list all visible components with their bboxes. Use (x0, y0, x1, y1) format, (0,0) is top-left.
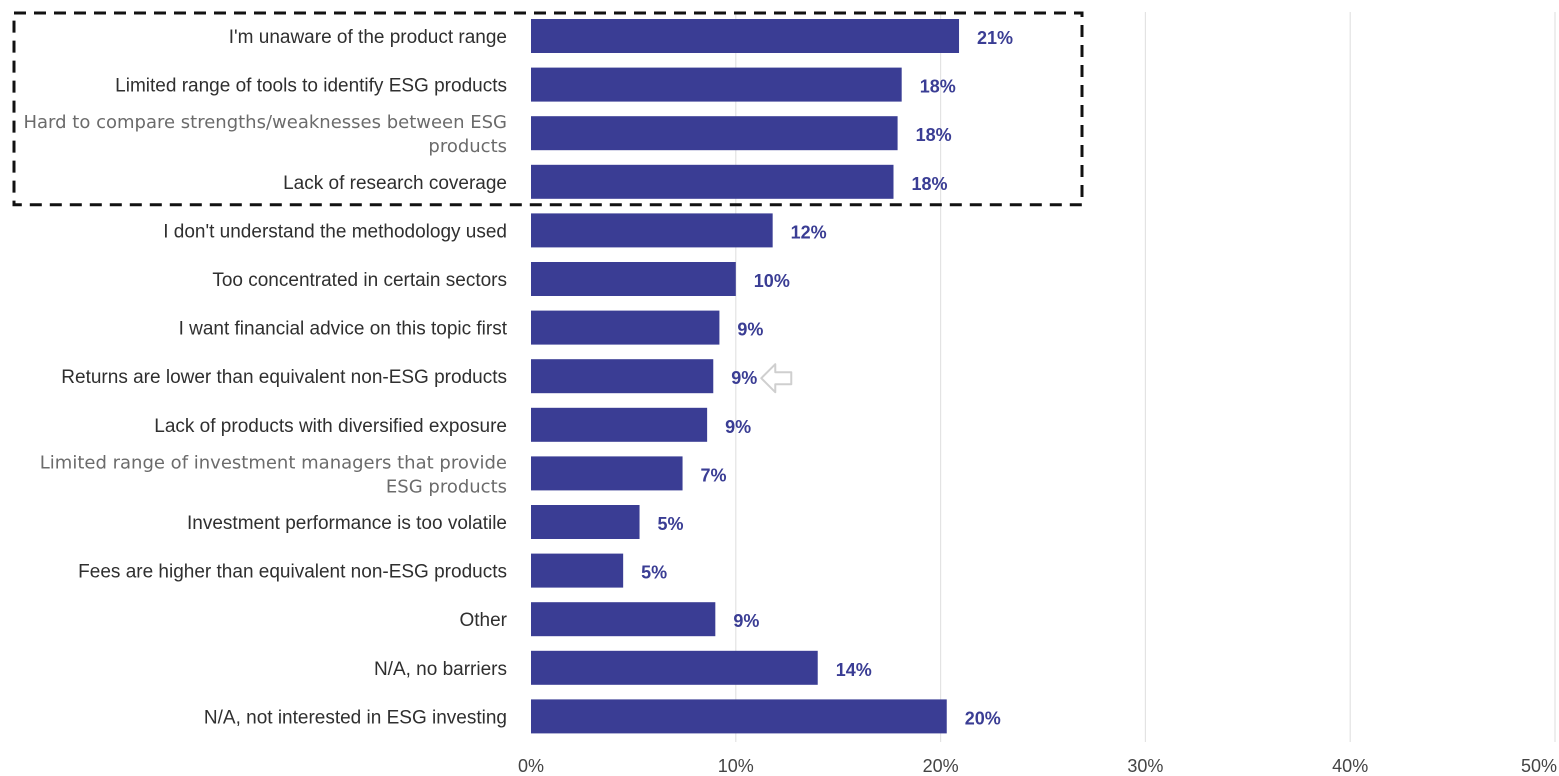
data-label-i-m-unaware-of-the-product-range: 21% (977, 28, 1013, 48)
bar-limited-range-of-tools-to-identify-esg-products (531, 67, 902, 102)
bar-i-m-unaware-of-the-product-range (531, 19, 960, 53)
bar-hard-to-compare-strengths-weaknesses-between-esg-products (531, 116, 898, 151)
bar-n-a-no-barriers (531, 650, 818, 685)
x-tick-label-20: 20% (923, 756, 959, 776)
data-label-n-a-no-barriers: 14% (836, 660, 872, 680)
bar-returns-are-lower-than-equivalent-non-esg-products (531, 359, 714, 394)
data-label-i-want-financial-advice-on-this-topic-first: 9% (737, 320, 763, 340)
data-label-fees-are-higher-than-equivalent-non-esg-products: 5% (641, 563, 667, 583)
category-label-n-a-no-barriers: N/A, no barriers (374, 659, 507, 680)
bar-investment-performance-is-too-volatile (531, 505, 640, 539)
bar-i-want-financial-advice-on-this-topic-first (531, 310, 720, 345)
data-label-investment-performance-is-too-volatile: 5% (658, 514, 684, 534)
category-label-hard-to-compare-strengths-weaknesses-between-esg-products: Hard to compare strengths/weaknesses bet… (23, 112, 507, 157)
category-label-limited-range-of-tools-to-identify-esg-products: Limited range of tools to identify ESG p… (115, 76, 507, 97)
category-label-layer: I'm unaware of the product range Limited … (23, 27, 507, 728)
bar-n-a-not-interested-in-esg-investing (531, 699, 947, 734)
category-label-i-want-financial-advice-on-this-topic-first: I want financial advice on this topic fi… (179, 319, 508, 340)
data-label-lack-of-research-coverage: 18% (911, 174, 947, 194)
bar-fees-are-higher-than-equivalent-non-esg-products (531, 553, 624, 588)
x-tick-label-30: 30% (1127, 756, 1163, 776)
bar-too-concentrated-in-certain-sectors (531, 262, 736, 296)
highlight-box (12, 11, 1084, 207)
data-label-n-a-not-interested-in-esg-investing: 20% (965, 708, 1001, 728)
data-label-layer: 21% 18% 18% 18% 12% 10% 9% 9% 9% 7% 5% 5% 9% 14% 20% (641, 28, 1013, 728)
category-label-too-concentrated-in-certain-sectors: Too concentrated in certain sectors (212, 270, 507, 291)
data-label-other: 9% (733, 611, 759, 631)
x-tick-label-50: 50% (1521, 756, 1557, 776)
data-label-hard-to-compare-strengths-weaknesses-between-esg-products: 18% (916, 125, 952, 145)
data-label-too-concentrated-in-certain-sectors: 10% (754, 271, 790, 291)
bar-other (531, 602, 716, 637)
arrow-left-icon (760, 363, 793, 394)
category-label-other: Other (459, 610, 507, 631)
bar-limited-range-of-investment-managers-that-provide-esg-products (531, 456, 683, 491)
category-label-i-don-t-understand-the-methodology-used: I don't understand the methodology used (163, 221, 507, 242)
grid-layer (735, 12, 1556, 742)
category-label-limited-range-of-investment-managers-that-provide-esg-products: Limited range of investment managers tha… (40, 452, 507, 497)
bar-lack-of-research-coverage (531, 164, 894, 199)
bar-i-don-t-understand-the-methodology-used (531, 213, 773, 248)
category-label-investment-performance-is-too-volatile: Investment performance is too volatile (187, 513, 507, 534)
category-label-lack-of-research-coverage: Lack of research coverage (283, 173, 507, 194)
data-label-i-don-t-understand-the-methodology-used: 12% (791, 222, 827, 242)
x-axis-tick-layer: 0% 10% 20% 30% 40% 50% (518, 756, 1557, 776)
category-label-returns-are-lower-than-equivalent-non-esg-products: Returns are lower than equivalent non-ES… (61, 367, 507, 388)
x-tick-label-0: 0% (518, 756, 544, 776)
overlay-layer (12, 11, 1084, 394)
category-label-fees-are-higher-than-equivalent-non-esg-products: Fees are higher than equivalent non-ESG … (78, 562, 507, 583)
x-tick-label-40: 40% (1332, 756, 1368, 776)
data-label-limited-range-of-investment-managers-that-provide-esg-products: 7% (701, 465, 727, 485)
data-label-lack-of-products-with-diversified-exposure: 9% (725, 417, 751, 437)
bar-layer (531, 19, 960, 734)
x-tick-label-10: 10% (718, 756, 754, 776)
category-label-n-a-not-interested-in-esg-investing: N/A, not interested in ESG investing (204, 707, 507, 728)
data-label-limited-range-of-tools-to-identify-esg-products: 18% (920, 77, 956, 97)
category-label-lack-of-products-with-diversified-exposure: Lack of products with diversified exposu… (154, 416, 507, 437)
category-label-i-m-unaware-of-the-product-range: I'm unaware of the product range (229, 27, 507, 48)
data-label-returns-are-lower-than-equivalent-non-esg-products: 9% (731, 368, 757, 388)
bar-lack-of-products-with-diversified-exposure (531, 407, 708, 442)
